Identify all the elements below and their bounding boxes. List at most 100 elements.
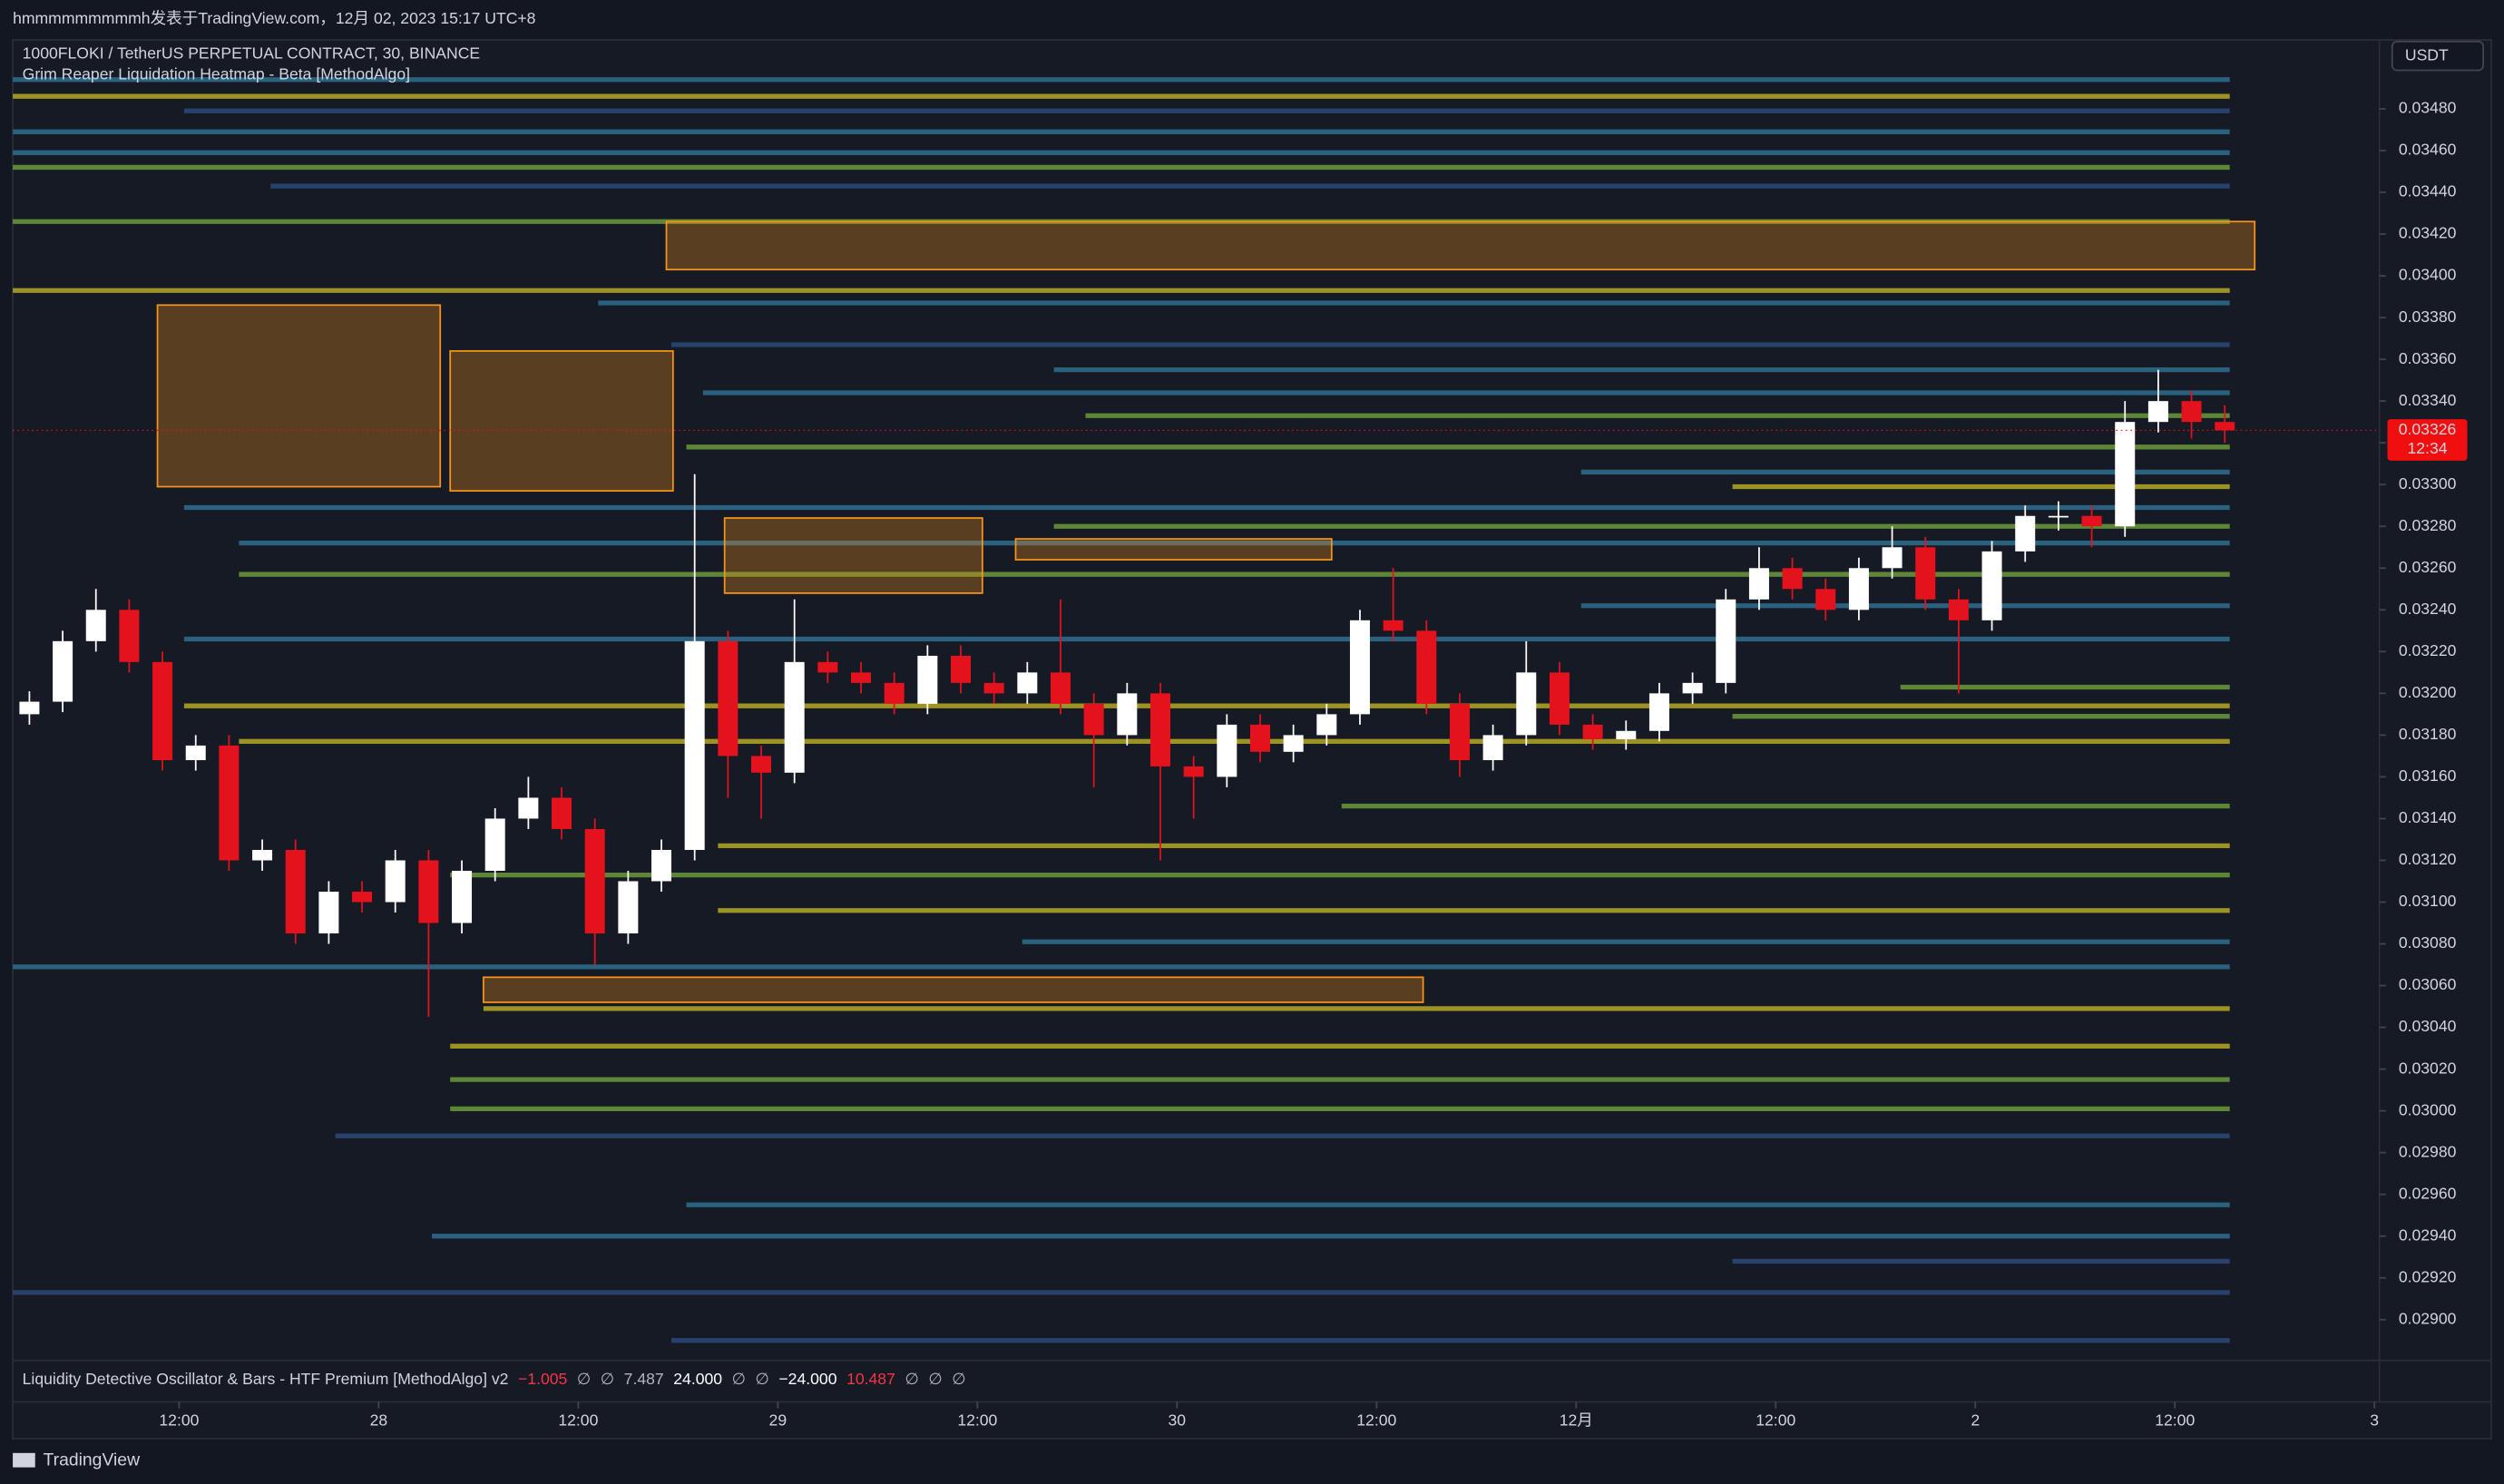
currency-button[interactable]	[2391, 40, 2484, 72]
candle-body	[851, 672, 872, 683]
candle-body	[318, 891, 339, 934]
candle-body	[2215, 422, 2235, 431]
candle-body	[618, 881, 639, 934]
oscillator-value: ∅	[732, 1370, 746, 1388]
liquidity-zone	[156, 304, 442, 488]
candle-body	[219, 745, 240, 861]
oscillator-value: ∅	[577, 1370, 591, 1388]
oscillator-value: ∅	[928, 1370, 942, 1388]
oscillator-value: 24.000	[673, 1370, 722, 1388]
candle-body	[484, 818, 505, 871]
candle-body	[1050, 672, 1071, 704]
candle-body	[1217, 724, 1237, 777]
y-tick-label: 0.02900	[2399, 1309, 2457, 1327]
candle-body	[1582, 724, 1603, 739]
oscillator-value: 7.487	[624, 1370, 664, 1388]
candle-body	[185, 745, 206, 761]
y-tick-label: 0.03180	[2399, 725, 2457, 743]
x-tick-label: 12:00	[957, 1411, 997, 1429]
candle-body	[1549, 672, 1570, 725]
x-tick-label: 29	[769, 1411, 787, 1429]
y-tick-label: 0.03360	[2399, 349, 2457, 367]
liquidity-zone	[723, 517, 983, 594]
x-tick-label: 2	[1971, 1411, 1980, 1429]
last-price-label: 0.03326	[2399, 420, 2457, 438]
candle-body	[552, 797, 572, 829]
candle-body	[385, 860, 406, 903]
candle-body	[2048, 515, 2069, 518]
y-tick-label: 0.02980	[2399, 1142, 2457, 1160]
y-tick-label: 0.02920	[2399, 1267, 2457, 1285]
x-tick-label: 12:00	[159, 1411, 199, 1429]
candle-body	[917, 655, 938, 704]
candle-body	[1316, 714, 1337, 736]
y-tick-label: 0.02960	[2399, 1184, 2457, 1202]
candle-body	[1349, 620, 1370, 715]
candle-body	[518, 797, 539, 819]
oscillator-value: ∅	[756, 1370, 769, 1388]
candle-body	[1648, 693, 1669, 731]
candle-body	[53, 640, 73, 702]
liquidity-zone	[665, 220, 2256, 271]
x-tick-label: 28	[370, 1411, 388, 1429]
candle-body	[1249, 724, 1270, 752]
y-tick-label: 0.03480	[2399, 99, 2457, 117]
tv-logo	[13, 1452, 35, 1468]
candle-body	[2015, 515, 2036, 552]
candle-body	[1117, 693, 1138, 736]
y-tick-label: 0.03120	[2399, 850, 2457, 868]
y-tick-label: 0.03260	[2399, 558, 2457, 576]
oscillator-value: 10.487	[846, 1370, 895, 1388]
candle-body	[1083, 703, 1104, 736]
candle-body	[1915, 547, 1936, 600]
y-tick-label: 0.03200	[2399, 683, 2457, 701]
candle-body	[1848, 568, 1869, 610]
x-tick-label: 12:00	[1756, 1411, 1795, 1429]
y-tick-label: 0.03100	[2399, 892, 2457, 910]
candle-body	[983, 682, 1004, 694]
header: hmmmmmmmmmh发表于TradingView.com，12月 02, 20…	[13, 9, 536, 27]
oscillator-value: −24.000	[778, 1370, 836, 1388]
y-tick-label: 0.03460	[2399, 141, 2457, 159]
candle-body	[950, 655, 971, 683]
y-tick-label: 0.03140	[2399, 808, 2457, 826]
candle-body	[1017, 672, 1038, 694]
y-tick-label: 0.03080	[2399, 933, 2457, 952]
oscillator-legend: Liquidity Detective Oscillator & Bars - …	[23, 1370, 966, 1388]
oscillator-name: Liquidity Detective Oscillator & Bars - …	[23, 1370, 509, 1388]
liquidity-zone	[449, 350, 674, 493]
candle-body	[1682, 682, 1703, 694]
y-tick-label: 0.03380	[2399, 308, 2457, 326]
candle-body	[1748, 568, 1769, 600]
y-tick-label: 0.03400	[2399, 266, 2457, 284]
oscillator-value: ∅	[952, 1370, 965, 1388]
candle-body	[2181, 401, 2202, 423]
liquidity-zone	[482, 976, 1424, 1003]
candle-body	[1149, 693, 1170, 766]
candle-body	[1782, 568, 1803, 590]
footer: TradingView	[44, 1450, 142, 1470]
candle-body	[2115, 422, 2136, 527]
candle-body	[1283, 735, 1304, 752]
candle-body	[19, 701, 40, 715]
candle-body	[1449, 703, 1470, 761]
indicator: Grim Reaper Liquidation Heatmap - Beta […	[23, 64, 410, 83]
candle-body	[1981, 551, 2002, 620]
candle-body	[1948, 599, 1969, 620]
oscillator-value: −1.005	[518, 1370, 568, 1388]
y-tick-label: 0.02940	[2399, 1225, 2457, 1244]
x-tick-label: 12:00	[558, 1411, 598, 1429]
y-tick-label: 0.03020	[2399, 1059, 2457, 1077]
candle-body	[584, 828, 605, 934]
y-tick-label: 0.03440	[2399, 182, 2457, 200]
candle-body	[751, 756, 772, 773]
y-tick-label: 0.03280	[2399, 516, 2457, 534]
plot	[13, 77, 2256, 1343]
candle-body	[285, 849, 306, 934]
candle-body	[152, 661, 173, 761]
y-tick-label: 0.03340	[2399, 391, 2457, 409]
candle-body	[119, 610, 140, 662]
y-tick-label: 0.03060	[2399, 975, 2457, 993]
